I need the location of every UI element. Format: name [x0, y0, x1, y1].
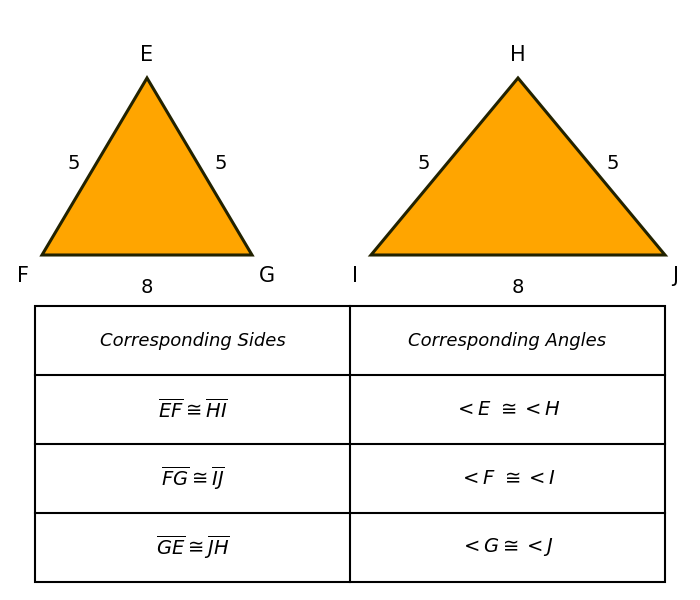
Text: F: F	[18, 266, 29, 286]
Text: J: J	[672, 266, 678, 286]
Text: 8: 8	[512, 278, 524, 297]
Text: G: G	[259, 266, 275, 286]
Polygon shape	[42, 78, 252, 255]
Text: Corresponding Angles: Corresponding Angles	[408, 331, 607, 349]
Text: 5: 5	[214, 154, 227, 173]
Text: $< F\ \cong < I$: $< F\ \cong < I$	[459, 469, 556, 488]
FancyBboxPatch shape	[35, 306, 665, 582]
Polygon shape	[371, 78, 665, 255]
Text: $\overline{GE} \cong \overline{JH}$: $\overline{GE} \cong \overline{JH}$	[155, 533, 230, 562]
Text: 8: 8	[141, 278, 153, 297]
Text: Corresponding Sides: Corresponding Sides	[99, 331, 286, 349]
Text: $\overline{EF} \cong \overline{HI}$: $\overline{EF} \cong \overline{HI}$	[158, 398, 228, 421]
Text: 5: 5	[606, 154, 619, 173]
Text: $< G \cong< J$: $< G \cong< J$	[461, 536, 554, 559]
Text: $< E\ \cong < H$: $< E\ \cong < H$	[454, 400, 561, 419]
Text: H: H	[510, 45, 526, 65]
Text: 5: 5	[67, 154, 80, 173]
Text: $\overline{FG} \cong \overline{IJ}$: $\overline{FG} \cong \overline{IJ}$	[160, 464, 225, 493]
Text: 5: 5	[417, 154, 430, 173]
Text: E: E	[141, 45, 153, 65]
Text: I: I	[352, 266, 358, 286]
